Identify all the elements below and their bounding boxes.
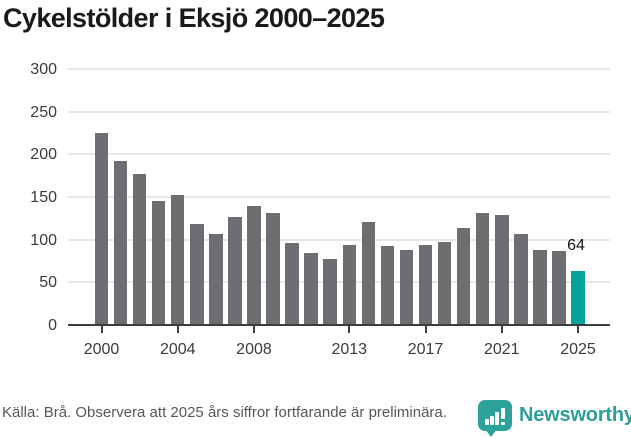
- bar-2025: [571, 271, 585, 326]
- y-axis-label: 300: [30, 61, 57, 78]
- x-axis-label: 2013: [331, 341, 368, 358]
- x-axis-tick: [100, 326, 103, 333]
- bar-2000: [94, 133, 109, 326]
- x-axis-tick: [424, 326, 427, 333]
- x-axis-label: 2017: [407, 341, 444, 358]
- logo-bubble-tail: [485, 429, 497, 437]
- bar-2008: [247, 205, 261, 326]
- x-axis-label: 2021: [483, 341, 520, 358]
- bar-2002: [132, 174, 147, 326]
- bar-2019: [456, 227, 471, 326]
- y-axis-label: 250: [30, 103, 57, 121]
- bar-2013: [342, 244, 357, 326]
- y-axis-label: 200: [30, 146, 57, 164]
- gridline: [68, 196, 610, 198]
- bar-2006: [209, 233, 223, 326]
- bar-value-label: 64: [567, 237, 585, 254]
- x-axis-label: 2025: [560, 341, 596, 358]
- bar-2017: [418, 244, 433, 326]
- bar-2004: [170, 194, 185, 326]
- x-axis-tick: [500, 326, 503, 333]
- gridline: [68, 153, 610, 156]
- bar-2010: [285, 243, 299, 326]
- gridline: [68, 68, 610, 70]
- y-axis-label: 0: [48, 317, 57, 334]
- bar-2009: [266, 212, 280, 326]
- gridline: [68, 238, 610, 241]
- bar-2012: [323, 258, 337, 326]
- newsworthy-logo: Newsworthy: [478, 399, 631, 439]
- bar-2007: [228, 216, 242, 326]
- source-note: Källa: Brå. Observera att 2025 års siffr…: [2, 404, 447, 421]
- x-axis-label: 2008: [236, 341, 272, 358]
- logo-speech-bubble-icon: [478, 400, 512, 431]
- x-axis-line: [68, 323, 610, 327]
- y-axis-label: 150: [30, 189, 57, 206]
- bar-2001: [113, 161, 128, 326]
- bar-2014: [361, 221, 376, 326]
- chart-title: Cykelstölder i Eksjö 2000–2025: [3, 3, 385, 33]
- bar-2015: [380, 245, 395, 326]
- logo-wordmark: Newsworthy: [519, 404, 631, 426]
- bar-2022: [514, 233, 528, 326]
- x-axis-label: 2000: [83, 341, 120, 358]
- x-axis-tick: [577, 326, 579, 333]
- bar-2011: [304, 252, 318, 326]
- bar-2021: [495, 215, 509, 326]
- x-axis-tick: [176, 326, 179, 333]
- logo-exclamation-dot: [501, 421, 505, 425]
- logo-mini-bar-1: [485, 419, 489, 425]
- bar-2016: [399, 250, 414, 326]
- y-axis-label: 100: [30, 231, 57, 249]
- x-axis-tick: [348, 326, 351, 333]
- bar-2023: [533, 250, 547, 326]
- logo-mini-bar-2: [490, 416, 494, 425]
- bar-2005: [190, 224, 204, 326]
- bar-2024: [552, 250, 566, 326]
- gridline: [68, 110, 610, 113]
- logo-mini-bar-3: [495, 412, 499, 425]
- bar-2018: [437, 242, 452, 326]
- bar-2020: [475, 212, 490, 326]
- y-axis-label: 50: [39, 274, 57, 292]
- gridline: [68, 281, 610, 284]
- logo-exclamation-stem: [501, 408, 505, 419]
- x-axis-label: 2004: [159, 341, 196, 358]
- bar-2003: [151, 200, 166, 326]
- x-axis-tick: [252, 326, 255, 333]
